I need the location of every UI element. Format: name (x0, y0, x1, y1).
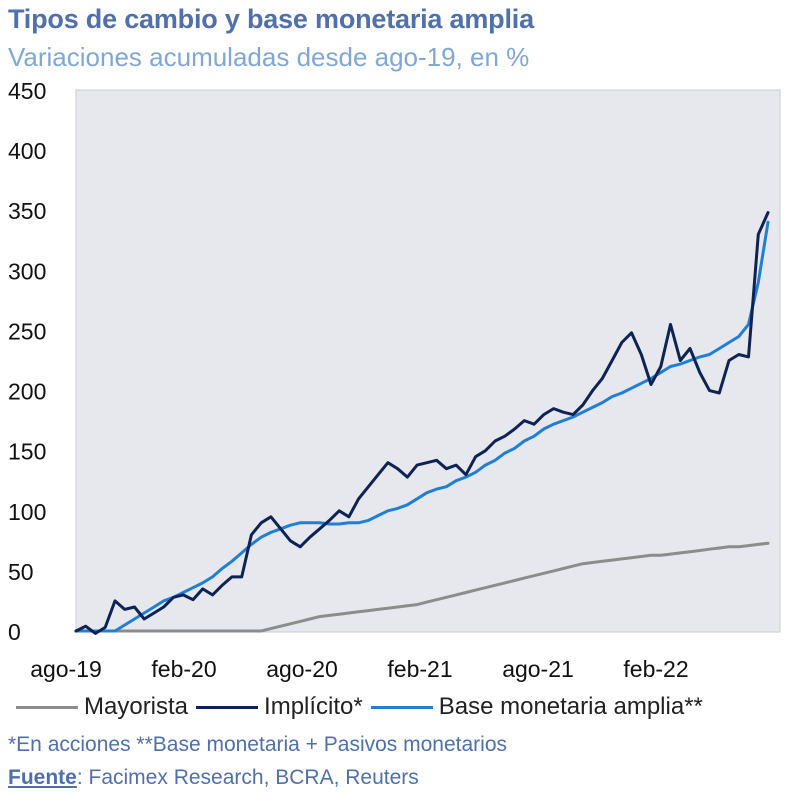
legend-label-implicito: Implícito* (264, 693, 363, 720)
x-tick-label: feb-22 (623, 656, 688, 682)
series-line-base-monetaria-amplia (74, 220, 770, 633)
chart-subtitle: Variaciones acumuladas desde ago-19, en … (8, 42, 530, 72)
y-tick-label: 350 (8, 198, 46, 224)
x-tick-label: feb-21 (387, 656, 452, 682)
x-tick-label: ago-21 (502, 656, 574, 682)
y-tick-label: 400 (8, 138, 46, 164)
series-line-mayorista (74, 541, 770, 633)
legend-swatch-base-monetaria (370, 705, 433, 709)
y-tick-label: 200 (8, 379, 46, 405)
y-tick-label: 0 (8, 619, 21, 645)
y-tick-label: 450 (8, 78, 46, 104)
x-tick-label: ago-20 (266, 656, 338, 682)
source: Fuente: Facimex Research, BCRA, Reuters (8, 766, 419, 790)
chart-title: Tipos de cambio y base monetaria amplia (8, 4, 534, 34)
legend-item-mayorista: Mayorista (16, 693, 188, 721)
line-chart: 0 50 100 150 200 250 300 350 400 450 ago-19 feb-20… (8, 78, 781, 682)
x-tick-label: feb-20 (151, 656, 216, 682)
legend-label-mayorista: Mayorista (84, 693, 189, 720)
source-text: : Facimex Research, BCRA, Reuters (76, 766, 419, 789)
legend-item-base-monetaria: Base monetaria amplia** (370, 693, 703, 721)
y-tick-label: 100 (8, 499, 46, 525)
y-tick-label: 150 (8, 439, 46, 465)
y-tick-label: 50 (8, 559, 34, 585)
footnote: *En acciones **Base monetaria + Pasivos … (8, 733, 508, 756)
legend-swatch-mayorista (16, 705, 78, 709)
legend-item-implicito: Implícito* (196, 693, 363, 721)
y-tick-label: 250 (8, 318, 46, 344)
legend-swatch-implicito (196, 705, 259, 709)
source-label: Fuente (8, 766, 77, 789)
series-layer (74, 211, 770, 635)
legend-label-base-monetaria: Base monetaria amplia** (438, 693, 703, 720)
x-axis: ago-19 feb-20 ago-20 feb-21 ago-21 feb-22 (30, 656, 688, 682)
plot-area (75, 89, 781, 633)
legend: Mayorista Implícito* Base monetaria ampl… (16, 693, 711, 721)
y-tick-label: 300 (8, 258, 46, 284)
y-axis: 0 50 100 150 200 250 300 350 400 450 (8, 78, 46, 645)
series-line-impl-cito (74, 211, 770, 635)
x-tick-label: ago-19 (30, 656, 102, 682)
